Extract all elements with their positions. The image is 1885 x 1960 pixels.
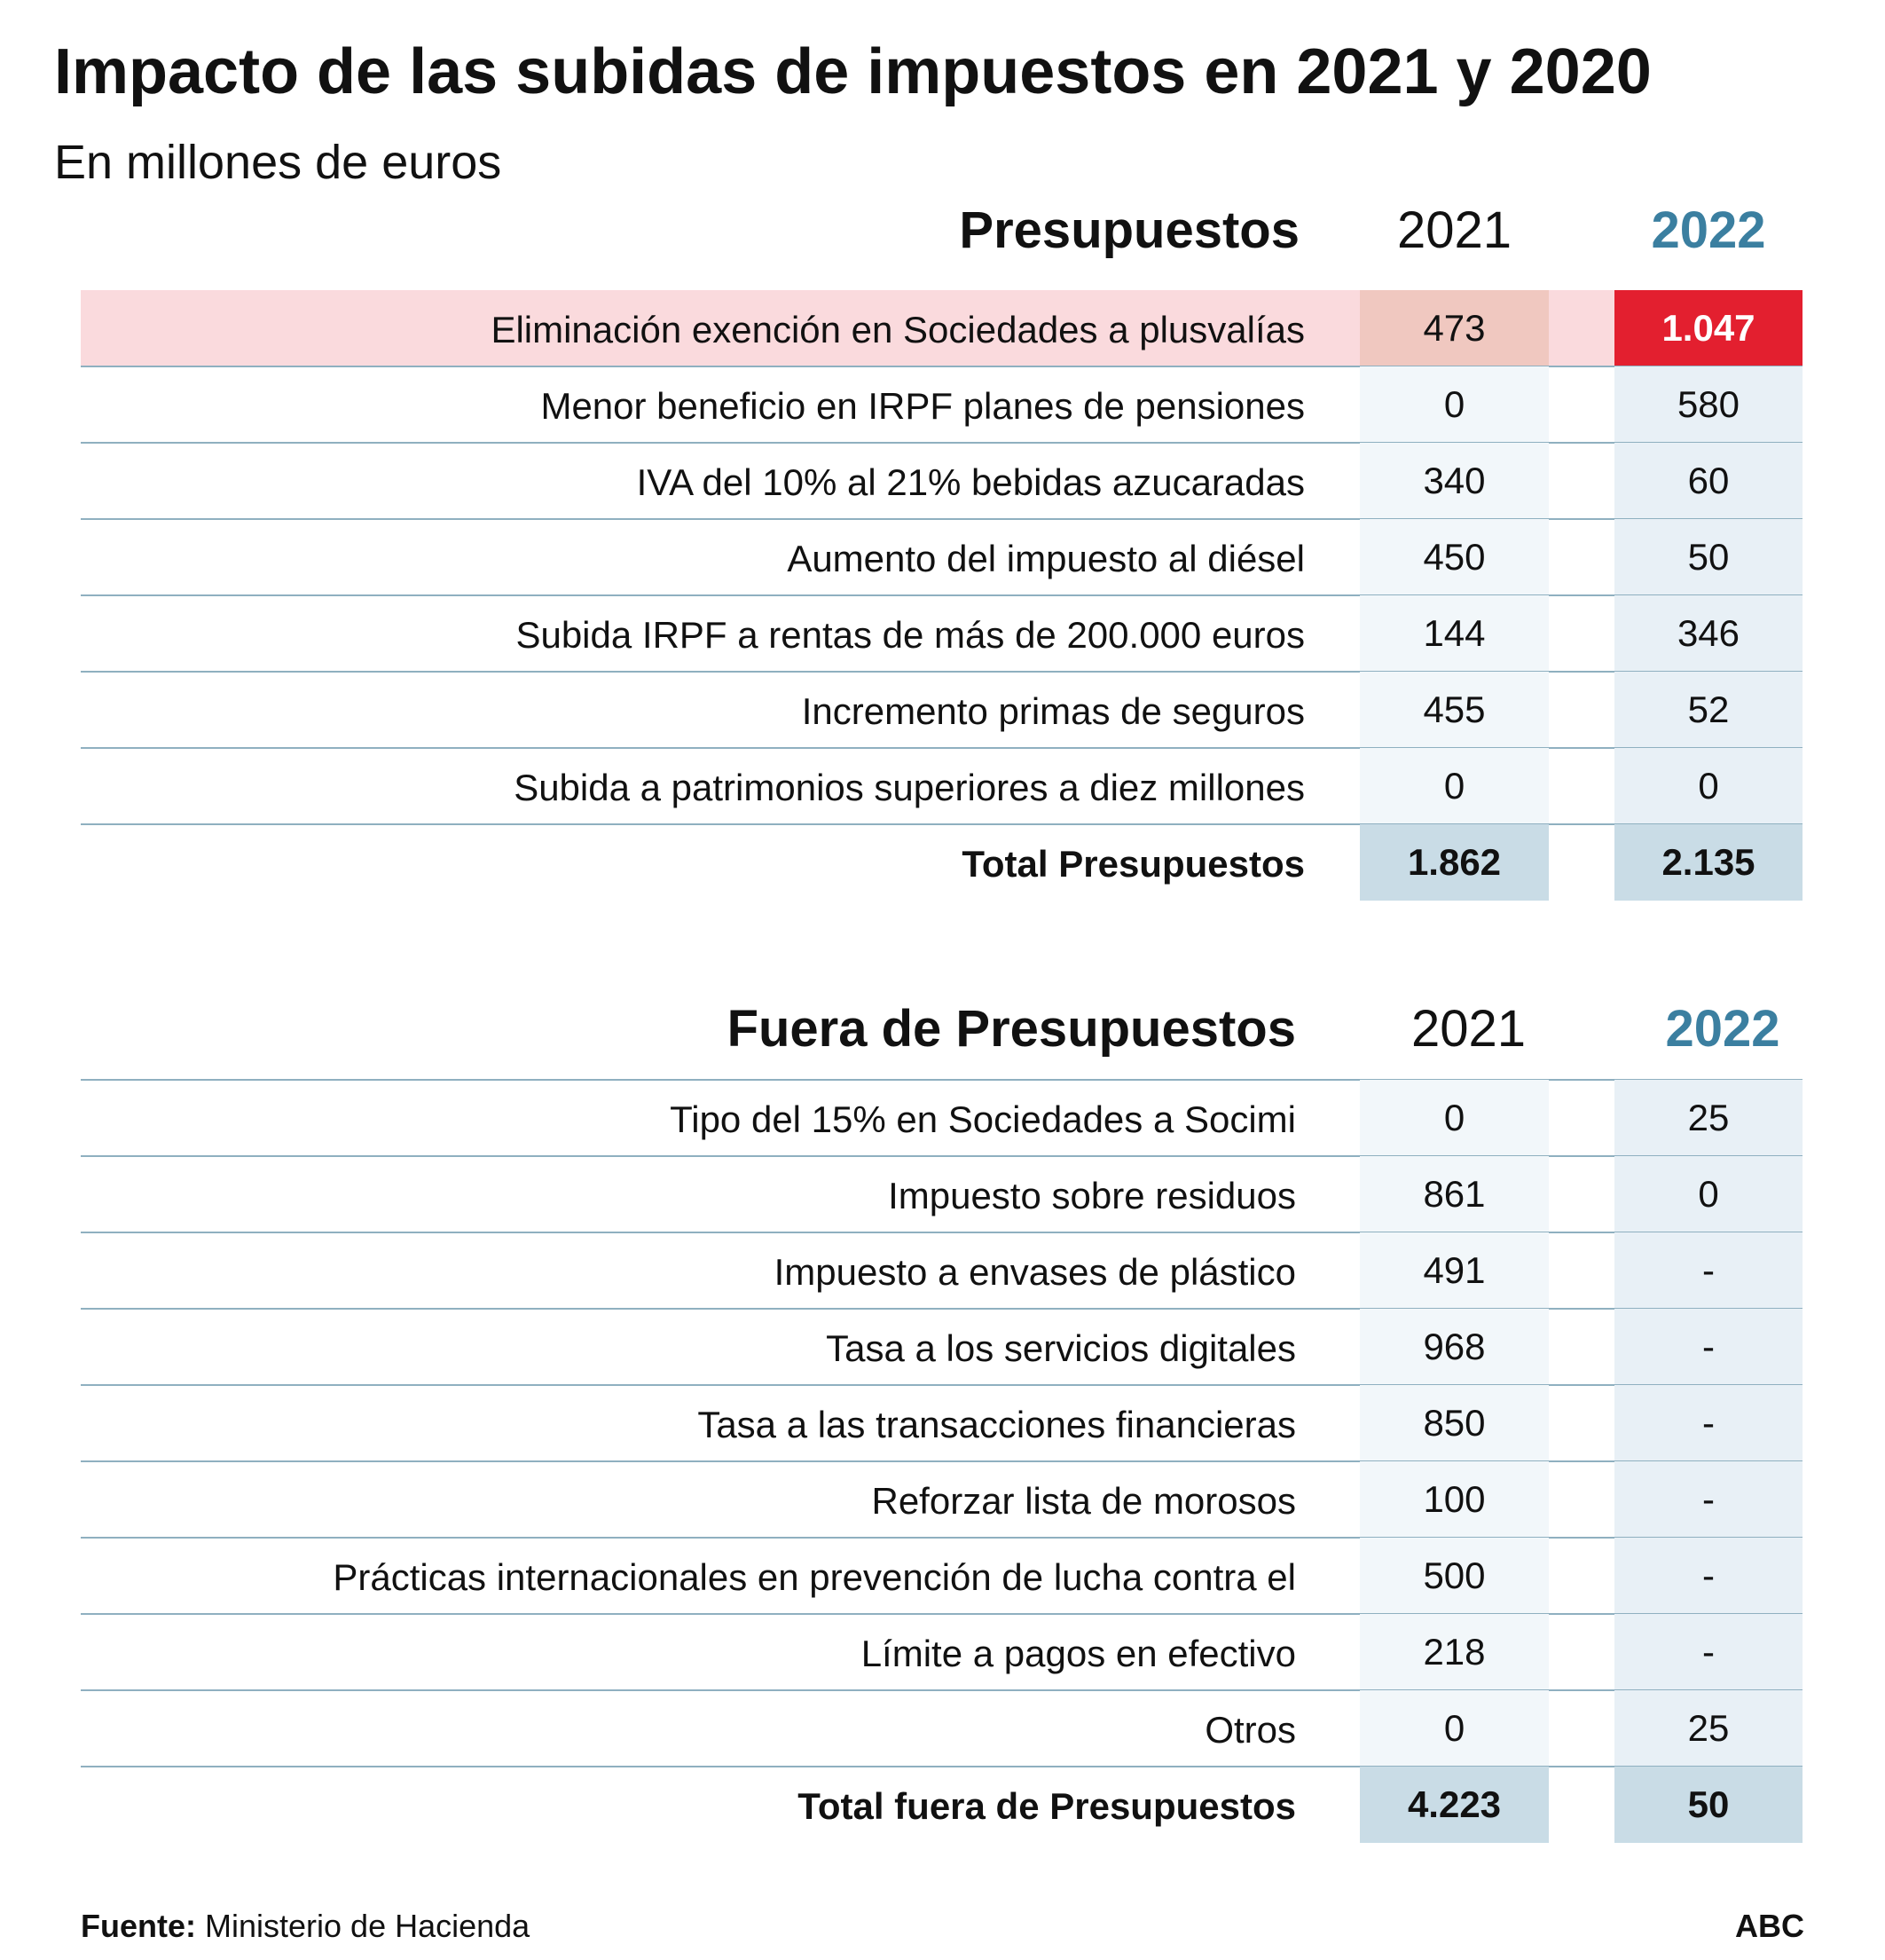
row-label: Menor beneficio en IRPF planes de pensio…: [540, 385, 1305, 427]
cell-2022: 25: [1614, 1690, 1803, 1767]
total-label: Total Presupuestos: [962, 843, 1305, 885]
total-label: Total fuera de Presupuestos: [797, 1785, 1296, 1827]
year-header: 2021: [1410, 999, 1527, 1058]
row-label: Incremento primas de seguros: [801, 690, 1305, 732]
rule: [81, 366, 1803, 367]
cell-2022: 0: [1614, 1156, 1803, 1232]
cell-2022: 1.047: [1614, 290, 1803, 366]
title: Impacto de las subidas de impuestos en 2…: [54, 36, 1652, 107]
cell-2021: 4.223: [1360, 1767, 1549, 1843]
cell-2022: 50: [1614, 1767, 1803, 1843]
cell-2021: 491: [1360, 1232, 1549, 1309]
section-heading: Fuera de Presupuestos: [727, 999, 1296, 1058]
row-label: Tipo del 15% en Sociedades a Socimi: [670, 1098, 1296, 1140]
cell-2021: 218: [1360, 1614, 1549, 1690]
cell-2021: 0: [1360, 366, 1549, 443]
cell-2021: 100: [1360, 1461, 1549, 1538]
cell-2022: -: [1614, 1232, 1803, 1309]
cell-2022: 0: [1614, 748, 1803, 824]
cell-2021: 0: [1360, 1690, 1549, 1767]
row-label: Límite a pagos en efectivo: [860, 1633, 1296, 1674]
section-heading: Presupuestos: [959, 201, 1300, 259]
cell-2021: 455: [1360, 672, 1549, 748]
row-label: Reforzar lista de morosos: [871, 1480, 1296, 1522]
cell-2021: 0: [1360, 1080, 1549, 1156]
rule: [81, 823, 1803, 825]
year-header: 2021: [1396, 201, 1512, 259]
year-header: 2022: [1665, 999, 1780, 1058]
cell-2021: 968: [1360, 1309, 1549, 1385]
cell-2021: 0: [1360, 748, 1549, 824]
cell-2022: 2.135: [1614, 824, 1803, 901]
cell-2022: -: [1614, 1309, 1803, 1385]
cell-2022: 580: [1614, 366, 1803, 443]
row-label: Otros: [1205, 1709, 1296, 1751]
cell-2022: 52: [1614, 672, 1803, 748]
cell-2022: -: [1614, 1614, 1803, 1690]
rule: [81, 518, 1803, 520]
row-label: Impuesto sobre residuos: [888, 1175, 1296, 1216]
source-text: Ministerio de Hacienda: [205, 1908, 530, 1944]
rule: [81, 1613, 1803, 1615]
row-label: Aumento del impuesto al diésel: [787, 538, 1305, 579]
cell-2022: -: [1614, 1461, 1803, 1538]
cell-2021: 340: [1360, 443, 1549, 519]
cell-2021: 500: [1360, 1538, 1549, 1614]
rule: [81, 1537, 1803, 1539]
cell-2021: 144: [1360, 595, 1549, 672]
cell-2021: 473: [1360, 290, 1549, 366]
rule: [81, 1232, 1803, 1233]
row-label: IVA del 10% al 21% bebidas azucaradas: [636, 461, 1305, 503]
rule: [81, 442, 1803, 444]
source-label: Fuente:: [81, 1908, 196, 1944]
row-label: Subida a patrimonios superiores a diez m…: [514, 767, 1305, 808]
row-label: Impuesto a envases de plástico: [774, 1251, 1296, 1293]
rule: [81, 1155, 1803, 1157]
cell-2022: -: [1614, 1385, 1803, 1461]
rule: [81, 1384, 1803, 1386]
rule: [81, 1308, 1803, 1310]
brand: ABC: [1735, 1908, 1804, 1944]
cell-2022: 346: [1614, 595, 1803, 672]
cell-2022: 50: [1614, 519, 1803, 595]
rule: [81, 1689, 1803, 1691]
cell-2021: 861: [1360, 1156, 1549, 1232]
cell-2022: 60: [1614, 443, 1803, 519]
cell-2022: 25: [1614, 1080, 1803, 1156]
rule: [81, 747, 1803, 749]
subtitle: En millones de euros: [54, 136, 502, 189]
rule: [81, 1079, 1803, 1081]
row-label: Eliminación exención en Sociedades a plu…: [491, 309, 1305, 350]
cell-2021: 850: [1360, 1385, 1549, 1461]
rule: [81, 1766, 1803, 1767]
row-label: Prácticas internacionales en prevención …: [333, 1556, 1296, 1598]
cell-2022: -: [1614, 1538, 1803, 1614]
rule: [81, 594, 1803, 596]
year-header: 2022: [1651, 201, 1766, 259]
row-label: Tasa a las transacciones financieras: [697, 1404, 1296, 1445]
cell-2021: 1.862: [1360, 824, 1549, 901]
cell-2021: 450: [1360, 519, 1549, 595]
source: Fuente: Ministerio de Hacienda: [81, 1908, 530, 1945]
row-label: Tasa a los servicios digitales: [826, 1327, 1296, 1369]
row-label: Subida IRPF a rentas de más de 200.000 e…: [515, 614, 1305, 656]
rule: [81, 671, 1803, 673]
rule: [81, 1460, 1803, 1462]
